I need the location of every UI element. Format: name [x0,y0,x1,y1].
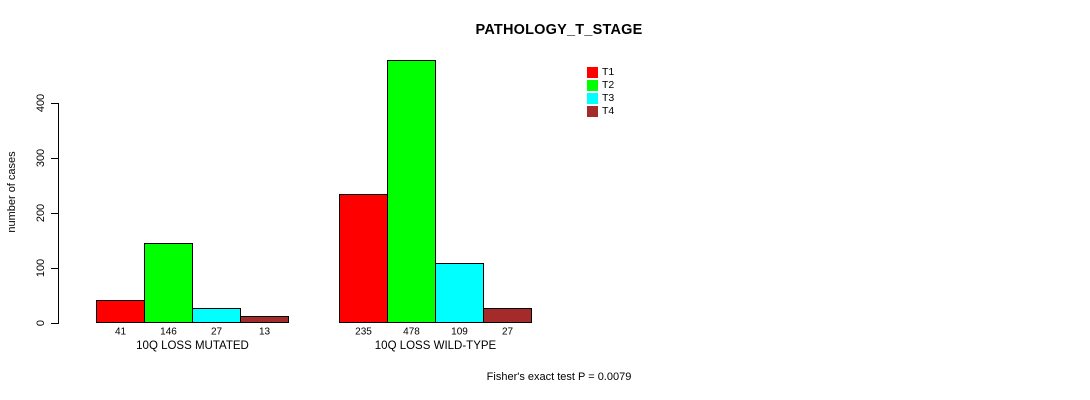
y-tick-label: 100 [35,258,47,278]
legend-item-label: T3 [602,92,615,104]
y-tick-label: 200 [35,203,47,223]
legend-swatch-icon [587,106,598,117]
bar-t4-group2 [483,308,532,323]
bar-value-label: 109 [451,326,468,338]
bar-t3-group2 [435,263,484,323]
y-tick-label: 0 [35,319,47,327]
bar-t4-group1 [240,316,289,323]
legend-swatch-icon [587,80,598,91]
legend-item-t3: T3 [587,92,614,105]
bar-t2-group1 [144,243,193,323]
legend-item-label: T2 [602,79,615,91]
y-axis-label: number of cases [6,151,18,233]
bar-value-label: 27 [210,326,223,338]
legend-item-t2: T2 [587,79,614,92]
legend-item-t1: T1 [587,66,614,79]
legend-item-t4: T4 [587,105,614,118]
y-tick-mark [51,158,58,159]
legend-item-label: T4 [602,105,615,117]
stat-annotation: Fisher's exact test P = 0.0079 [486,371,632,383]
y-tick-mark [51,268,58,269]
bar-value-label: 41 [114,326,127,338]
y-axis-line [58,103,59,324]
legend-swatch-icon [587,93,598,104]
category-label: 10Q LOSS MUTATED [136,340,249,352]
y-tick-mark [51,103,58,104]
category-label: 10Q LOSS WILD-TYPE [374,340,497,352]
legend-swatch-icon [587,67,598,78]
bar-t1-group2 [339,194,388,323]
chart-title: PATHOLOGY_T_STAGE [475,22,643,38]
bar-t2-group2 [387,60,436,323]
y-tick-label: 400 [35,93,47,113]
bar-value-label: 27 [501,326,514,338]
y-tick-label: 300 [35,148,47,168]
y-tick-mark [51,323,58,324]
bar-t3-group1 [192,308,241,323]
bar-value-label: 235 [355,326,372,338]
bar-value-label: 478 [403,326,420,338]
legend-item-label: T1 [602,66,615,78]
bar-value-label: 146 [160,326,177,338]
bar-value-label: 13 [258,326,271,338]
bar-t1-group1 [96,300,145,323]
y-tick-mark [51,213,58,214]
